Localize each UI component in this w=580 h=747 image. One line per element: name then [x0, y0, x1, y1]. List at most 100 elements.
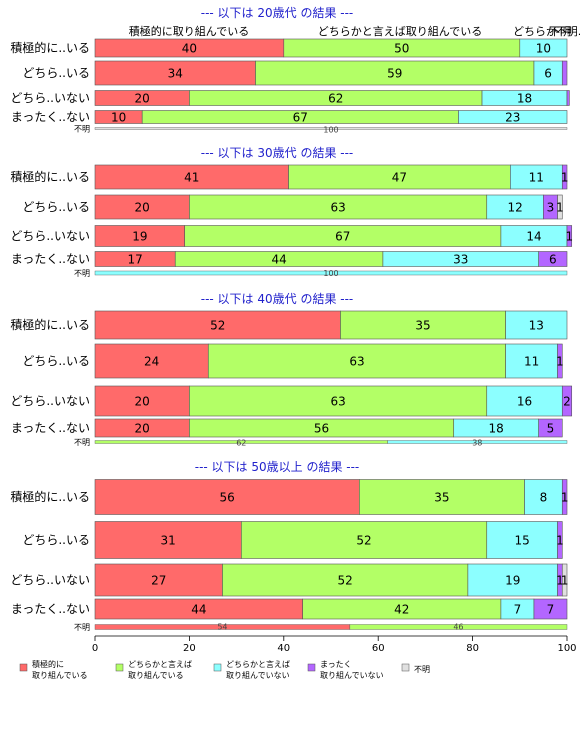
- data-label: 20: [135, 422, 150, 436]
- bar-segment: [561, 385, 573, 417]
- data-label: 31: [161, 534, 176, 548]
- bar-segment: [94, 479, 360, 515]
- data-label: 12: [507, 201, 522, 215]
- data-label: 24: [144, 355, 159, 369]
- bar-segment: [222, 563, 469, 597]
- bar-segment: [458, 110, 568, 124]
- category-label: 不明: [74, 623, 90, 632]
- category-label: どちら..いない: [10, 573, 90, 587]
- legend-item: どちらかと言えば取り組んでいる: [115, 659, 192, 680]
- bar-segment: [207, 343, 506, 379]
- data-label: 7: [547, 603, 555, 617]
- top-series-label: どちらかと言えば取り組んでいる: [318, 25, 482, 38]
- data-label: 52: [338, 574, 353, 588]
- panel-title: --- 以下は 40歳代 の結果 ---: [201, 292, 354, 306]
- bar-segment: [189, 385, 488, 417]
- data-label: 44: [191, 603, 206, 617]
- data-label: 15: [515, 534, 530, 548]
- category-label: まったく..ない: [11, 110, 90, 124]
- panel-title: --- 以下は 30歳代 の結果 ---: [201, 146, 354, 160]
- data-label: 63: [349, 355, 364, 369]
- legend-label: どちらかと言えば: [128, 659, 192, 669]
- bar-segment: [557, 194, 563, 220]
- data-label: 23: [505, 111, 520, 125]
- bar-segment: [241, 521, 488, 559]
- data-label: 52: [356, 534, 371, 548]
- data-label: 50: [394, 42, 409, 56]
- bar-segment: [94, 385, 190, 417]
- bar-segment: [557, 343, 563, 379]
- data-label: 62: [328, 92, 343, 106]
- legend-label: 不明: [414, 665, 430, 674]
- data-label: 1: [556, 201, 564, 215]
- data-label: 18: [489, 422, 504, 436]
- panel-title: --- 以下は 50歳以上 の結果 ---: [195, 460, 360, 474]
- data-label: 2: [563, 395, 571, 409]
- data-label: 19: [132, 230, 147, 244]
- bar-segment: [505, 310, 568, 340]
- category-label: 積極的に..いる: [10, 40, 90, 55]
- data-label: 3: [547, 201, 555, 215]
- bar-segment: [189, 194, 488, 220]
- bar-segment: [510, 164, 563, 190]
- category-label: 積極的に..いる: [10, 489, 90, 504]
- bar-segment: [557, 521, 563, 559]
- bar-segment: [94, 164, 289, 190]
- category-label: 不明: [74, 125, 90, 134]
- bar-segment: [387, 440, 568, 444]
- data-label: 100: [323, 269, 338, 278]
- category-label: まったく..ない: [11, 252, 90, 266]
- bar-segment: [94, 343, 209, 379]
- data-label: 42: [394, 603, 409, 617]
- category-label: 積極的に..いる: [10, 317, 90, 332]
- data-label: 63: [330, 201, 345, 215]
- data-label: 63: [330, 395, 345, 409]
- legend-item: 不明: [401, 663, 430, 674]
- bar-segment: [538, 418, 563, 438]
- bar-segment: [566, 225, 573, 247]
- category-label: どちら..いる: [22, 533, 90, 547]
- data-label: 62: [236, 439, 246, 448]
- top-series-label: 不明: [549, 25, 571, 38]
- panel-title: --- 以下は 20歳代 の結果 ---: [201, 6, 354, 20]
- data-label: 5: [547, 422, 555, 436]
- bar-segment: [467, 563, 558, 597]
- data-label: 19: [505, 574, 520, 588]
- bar-segment: [94, 563, 223, 597]
- bar-segment: [538, 251, 568, 267]
- bar-segment: [486, 194, 544, 220]
- data-label: 20: [135, 395, 150, 409]
- data-label: 14: [526, 230, 541, 244]
- legend-label-line2: 取り組んでいる: [128, 670, 184, 680]
- category-label: どちら..いる: [22, 200, 90, 214]
- data-label: 13: [529, 319, 544, 333]
- x-tick-label: 60: [372, 643, 385, 654]
- legend-item: 積極的に取り組んでいる: [19, 659, 88, 680]
- data-label: 11: [529, 171, 544, 185]
- data-label: 47: [392, 171, 407, 185]
- data-label: 56: [220, 491, 235, 505]
- category-label: どちら..いない: [10, 91, 90, 105]
- data-label: 41: [184, 171, 199, 185]
- category-label: どちら..いる: [22, 66, 90, 80]
- data-label: 27: [151, 574, 166, 588]
- legend-swatch: [401, 663, 410, 672]
- x-tick-label: 20: [183, 643, 196, 654]
- legend-label: どちらかと言えば: [226, 659, 290, 669]
- category-label: どちら..いない: [10, 229, 90, 243]
- data-label: 6: [549, 253, 557, 267]
- data-label: 7: [514, 603, 522, 617]
- bar-segment: [359, 479, 525, 515]
- data-label: 54: [217, 623, 227, 632]
- data-label: 33: [453, 253, 468, 267]
- data-label: 1: [556, 534, 564, 548]
- x-tick-label: 80: [466, 643, 479, 654]
- data-label: 20: [135, 92, 150, 106]
- legend-swatch: [115, 663, 124, 672]
- category-label: まったく..ない: [11, 421, 90, 435]
- data-label: 67: [293, 111, 308, 125]
- category-label: まったく..ない: [11, 602, 90, 616]
- data-label: 6: [544, 67, 552, 81]
